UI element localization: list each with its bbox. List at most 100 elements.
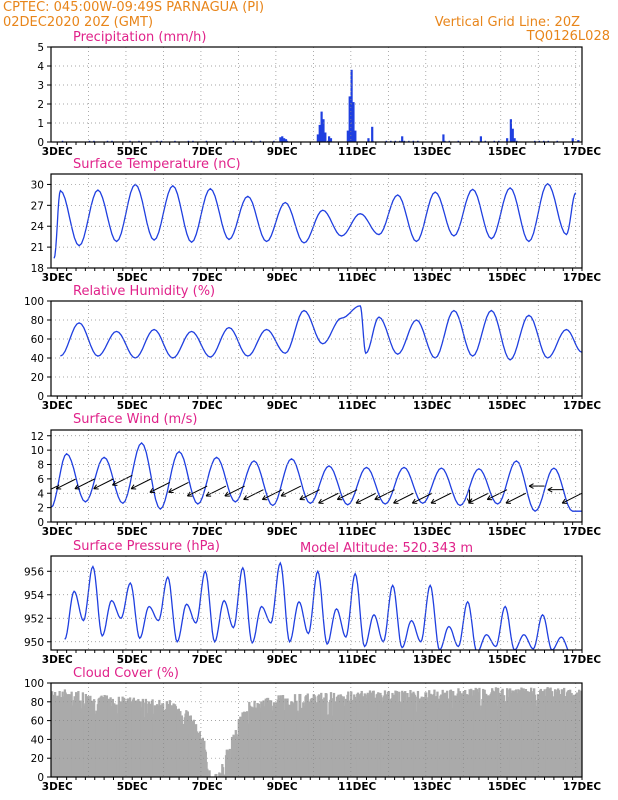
y-tick-label: 18 [31, 263, 44, 275]
precip-bar [372, 140, 374, 142]
y-tick-label: 12 [31, 431, 44, 443]
precip-bar [138, 140, 140, 142]
wind-arrow [74, 478, 95, 490]
y-tick-label: 0 [37, 772, 44, 784]
wind-arrow-head [243, 495, 249, 501]
header-date: 02DEC2020 20Z (GMT) [3, 15, 153, 30]
panel-frame [50, 682, 583, 778]
precip-bar [273, 140, 275, 142]
x-tick-label: 7DEC [192, 526, 223, 538]
x-tick-label: 7DEC [192, 654, 223, 666]
x-tick-label: 15DEC [488, 146, 527, 158]
panel-0-data [61, 69, 580, 142]
precip-bar [88, 140, 91, 142]
wind-arrow-head [130, 484, 137, 490]
precip-bar [547, 140, 550, 142]
x-tick-label: 13DEC [413, 146, 452, 158]
precip-bar [279, 137, 282, 142]
precip-bar [493, 140, 496, 142]
wind-arrow [205, 485, 227, 497]
precip-bar [484, 140, 487, 142]
wind-arrow-head [74, 484, 80, 490]
cloud-bar [201, 737, 204, 777]
x-tick-label: 17DEC [563, 272, 602, 284]
y-tick-label: 950 [24, 637, 44, 649]
x-tick-label: 11DEC [338, 526, 377, 538]
precip-bar [61, 140, 64, 142]
x-tick-label: 5DEC [117, 526, 148, 538]
precip-bar [417, 140, 419, 142]
precip-bar [318, 140, 320, 142]
wind-arrow [393, 492, 414, 504]
precip-bar [284, 139, 288, 142]
precip-bar [156, 140, 158, 142]
wind-arrow-head [561, 498, 568, 504]
precip-bar [160, 140, 163, 142]
wind-arrow-head [299, 495, 305, 501]
precip-bar [394, 140, 397, 142]
y-tick-label: 954 [24, 590, 44, 602]
panel-1: 18 21 24 27 30 3DEC 5DEC 7DEC 9DEC 11DEC 13DEC 15DE… [31, 157, 602, 284]
panel-3-grid [51, 430, 582, 522]
x-tick-label: 11DEC [338, 654, 377, 666]
x-tick-label: 13DEC [413, 781, 452, 793]
y-tick-label: 80 [31, 697, 44, 709]
x-tick-label: 11DEC [338, 146, 377, 158]
wind-arrow-head [186, 491, 193, 497]
x-tick-label: 3DEC [42, 146, 73, 158]
panel-5-grid [51, 683, 582, 777]
x-tick-label: 15DEC [488, 526, 527, 538]
x-tick-label: 9DEC [267, 526, 298, 538]
y-tick-label: 2 [37, 99, 44, 111]
wind-arrow-head [528, 483, 534, 489]
panel-frame [50, 429, 583, 523]
y-tick-label: 2 [37, 503, 44, 515]
y-tick-label: 24 [31, 221, 45, 233]
x-tick-label: 9DEC [267, 400, 298, 412]
wind-arrow [280, 485, 302, 497]
y-tick-label: 8 [37, 460, 44, 472]
precip-bar [444, 140, 446, 142]
precip-bar [316, 134, 319, 142]
precip-bar [401, 136, 404, 142]
precip-bar [348, 96, 351, 142]
precip-bar [513, 138, 516, 142]
panel-frame [50, 300, 583, 397]
x-tick-label: 15DEC [488, 400, 527, 412]
precip-bar [412, 140, 415, 142]
wind-arrow-head [55, 484, 62, 490]
panel-1-data [53, 182, 577, 259]
wind-arrow [430, 492, 452, 504]
wind-arrow-head [393, 498, 399, 504]
series-line [53, 182, 577, 259]
panel-4: 950 952 954 956 3DEC 5DEC 7DEC 9DEC 11DEC 13DEC 15… [24, 539, 601, 666]
y-tick-label: 956 [24, 566, 44, 578]
wind-arrow [130, 478, 152, 490]
precip-bar [371, 126, 374, 142]
precip-bar [390, 140, 392, 142]
x-tick-label: 13DEC [413, 272, 452, 284]
x-tick-label: 7DEC [192, 272, 223, 284]
panel-title: Relative Humidity (%) [73, 284, 215, 299]
wind-arrow [299, 489, 320, 501]
cloud-bar [223, 774, 226, 777]
panel-title: Surface Pressure (hPa) [73, 539, 220, 554]
wind-arrow [505, 492, 527, 504]
panel-5-data [51, 687, 582, 777]
precip-bar [282, 140, 284, 142]
panel-title: Surface Wind (m/s) [73, 412, 197, 427]
x-tick-label: 15DEC [488, 272, 527, 284]
x-tick-label: 3DEC [42, 526, 73, 538]
x-tick-label: 15DEC [488, 781, 527, 793]
precip-bar [205, 140, 208, 142]
panel-2-data [60, 305, 582, 361]
wind-arrow-head [355, 498, 362, 504]
y-tick-label: 10 [31, 445, 44, 457]
precip-bar [506, 138, 509, 142]
wind-arrow [243, 489, 264, 501]
precip-bar [318, 124, 321, 142]
precip-bar [346, 130, 349, 142]
precip-bar [367, 138, 370, 142]
precip-bar [543, 140, 545, 142]
precip-bar [174, 140, 176, 142]
